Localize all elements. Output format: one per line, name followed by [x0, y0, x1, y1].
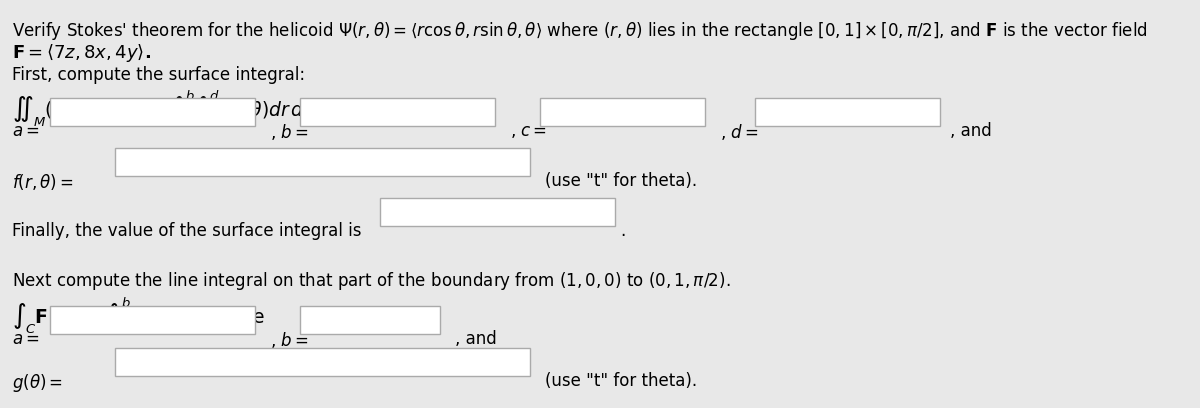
Text: First, compute the surface integral:: First, compute the surface integral:	[12, 66, 305, 84]
Text: , $b = $: , $b = $	[270, 330, 308, 350]
Bar	[115, 148, 530, 176]
Bar	[50, 306, 256, 334]
Bar	[300, 98, 496, 126]
Text: (use "t" for theta).: (use "t" for theta).	[545, 372, 697, 390]
Text: $f(r, \theta) = $: $f(r, \theta) = $	[12, 172, 73, 192]
Text: , $b = $: , $b = $	[270, 122, 308, 142]
Text: , $d = $: , $d = $	[720, 122, 758, 142]
Bar	[540, 98, 706, 126]
Text: $g(\theta) = $: $g(\theta) = $	[12, 372, 64, 394]
Text: $a = $: $a = $	[12, 122, 40, 140]
Text: , and: , and	[455, 330, 497, 348]
Text: (use "t" for theta).: (use "t" for theta).	[545, 172, 697, 190]
Bar	[50, 98, 256, 126]
Text: Next compute the line integral on that part of the boundary from $(1, 0, 0)$ to : Next compute the line integral on that p…	[12, 270, 731, 292]
Bar	[115, 348, 530, 376]
Bar	[380, 198, 616, 226]
Text: , $c = $: , $c = $	[510, 122, 547, 140]
Text: Verify Stokes' theorem for the helicoid $\Psi(r, \theta) = \langle r\cos\theta, : Verify Stokes' theorem for the helicoid …	[12, 20, 1147, 42]
Bar	[300, 306, 440, 334]
Text: , and: , and	[950, 122, 991, 140]
Bar	[755, 98, 940, 126]
Text: $\int_C \mathbf{F} \cdot d\mathbf{r} = \int_a^b g(\theta)\,d\theta$, where: $\int_C \mathbf{F} \cdot d\mathbf{r} = \…	[12, 295, 265, 335]
Text: .: .	[620, 222, 625, 240]
Text: $\mathbf{F} = \langle 7z, 8x, 4y\rangle$.: $\mathbf{F} = \langle 7z, 8x, 4y\rangle$…	[12, 42, 151, 64]
Text: $a = $: $a = $	[12, 330, 40, 348]
Text: Finally, the value of the surface integral is: Finally, the value of the surface integr…	[12, 222, 361, 240]
Text: $\iint_M(\nabla \times \mathbf{F}) \cdot d\mathbf{S} = \int_a^b\int_c^d f(r, \th: $\iint_M(\nabla \times \mathbf{F}) \cdot…	[12, 88, 385, 129]
